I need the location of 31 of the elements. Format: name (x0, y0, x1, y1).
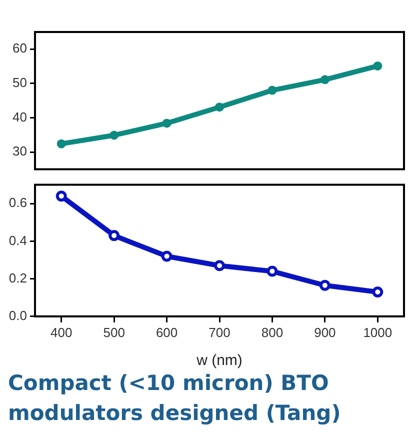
point (268, 86, 277, 95)
point (56, 190, 67, 202)
y-tick-label: 50 (12, 75, 27, 90)
point (162, 118, 172, 128)
point (266, 266, 278, 277)
x-tick-label: 900 (314, 324, 336, 340)
y-tick-label: 0.2 (8, 270, 27, 286)
y-tick-label: 0.6 (8, 195, 27, 210)
point (214, 260, 225, 272)
y-tick-label: 0.4 (8, 232, 27, 248)
y-tick-label: 0.0 (8, 308, 27, 323)
point (108, 230, 120, 242)
y-tick-label: 40 (12, 109, 27, 124)
y-tick-label: 30 (12, 144, 27, 159)
point (372, 286, 384, 298)
point (161, 250, 172, 262)
y-tick-label: 60 (12, 40, 27, 56)
x-tick-label: 800 (261, 324, 284, 340)
point (319, 280, 330, 291)
x-tick-label: 600 (156, 324, 178, 340)
point (56, 139, 66, 148)
point (215, 102, 224, 112)
x-tick-label: 700 (208, 324, 230, 340)
point (320, 75, 330, 84)
x-tick-label: 400 (50, 324, 72, 340)
point (110, 130, 119, 140)
x-tick-label: 500 (103, 324, 125, 340)
x-tick-label: 1000 (363, 324, 392, 340)
text: Compact (<10 micron) BTO modulators designed (Tang) (8, 370, 342, 427)
x-axis-title: w (nm) (196, 352, 242, 370)
point (373, 61, 382, 70)
